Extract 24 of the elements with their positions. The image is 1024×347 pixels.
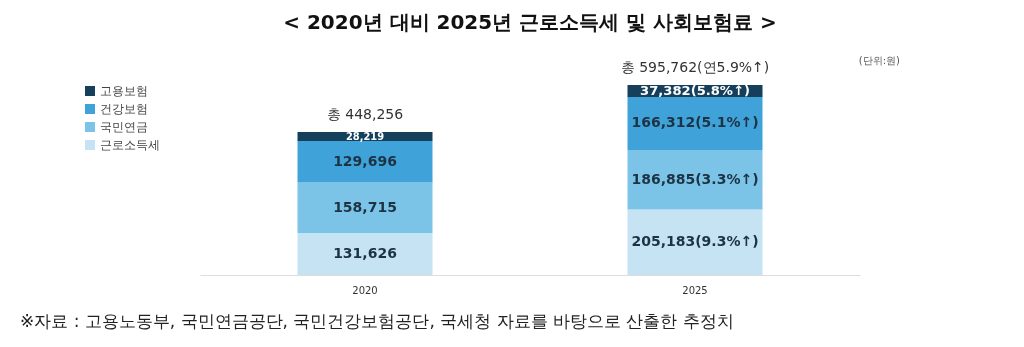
data-label: 28,219 <box>345 130 385 142</box>
bar <box>297 141 433 183</box>
total-label: 총 595,762(연5.9%↑) <box>620 59 770 75</box>
total-label: 총 448,256 <box>326 106 404 123</box>
data-label: 186,885(3.3%↑) <box>631 170 759 187</box>
bar <box>297 182 433 234</box>
legend-label: 건강보험 <box>100 102 148 116</box>
bar <box>627 149 763 210</box>
legend-label: 국민연금 <box>100 120 148 134</box>
data-label: 129,696 <box>333 152 397 169</box>
text: (단위:원) <box>858 55 901 66</box>
data-label: 166,312(5.1%↑) <box>631 114 759 131</box>
x-tick-label: 2020 <box>352 284 378 296</box>
data-label: 158,715 <box>333 198 397 215</box>
data-label: 131,626 <box>333 245 397 262</box>
data-label: 205,183(9.3%↑) <box>631 233 759 250</box>
bar <box>627 209 763 275</box>
legend-label: 근로소득세 <box>100 138 160 152</box>
x-tick-label: 2025 <box>682 284 708 296</box>
chart-title: < 2020년 대비 2025년 근로소득세 및 사회보험료 > <box>283 10 777 34</box>
data-label: 37,382(5.8%↑) <box>640 82 750 98</box>
text: ※자료 : 고용노동부, 국민연금공단, 국민건강보험공단, 국세청 자료를 바탕으로 산출한 추정치 <box>20 311 734 331</box>
bar <box>297 233 433 275</box>
legend-label: 고용보험 <box>100 84 148 98</box>
